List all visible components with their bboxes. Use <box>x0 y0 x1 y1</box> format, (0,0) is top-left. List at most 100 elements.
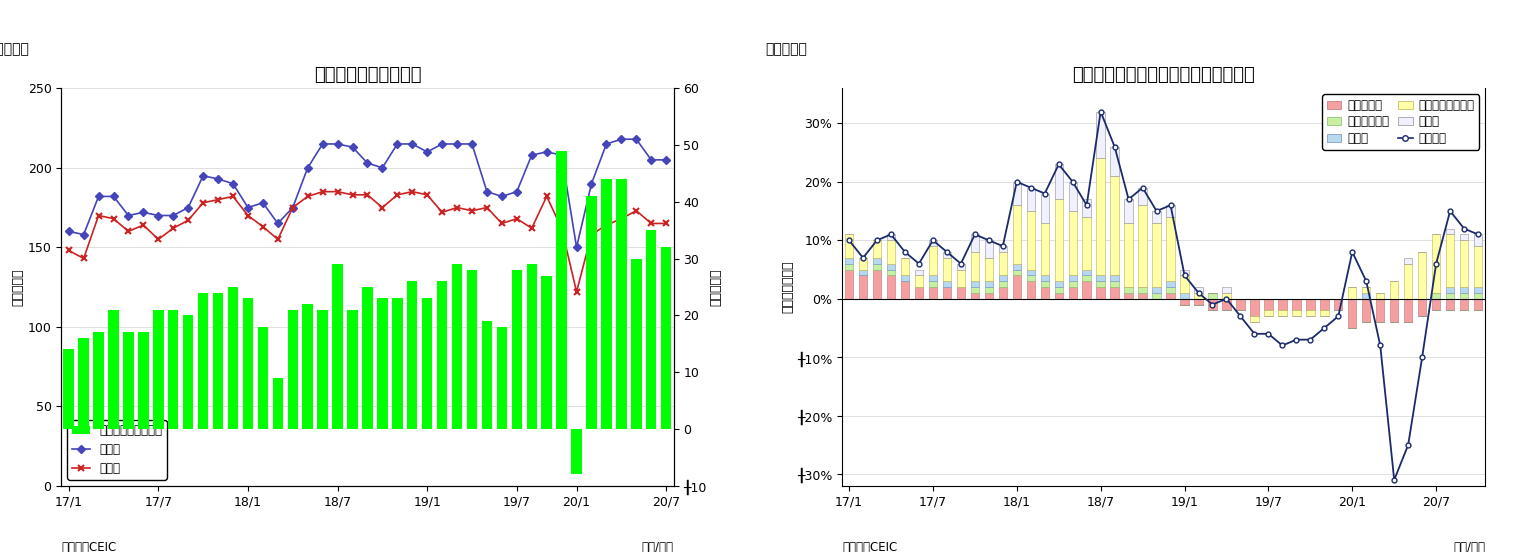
Bar <box>1292 310 1300 316</box>
輸出合計 <box>1119 196 1138 203</box>
Bar <box>1474 235 1482 246</box>
Bar <box>1096 158 1105 275</box>
Bar <box>1278 299 1286 310</box>
Bar <box>1194 299 1203 305</box>
Bar <box>900 258 909 275</box>
Bar <box>661 247 672 429</box>
Bar <box>984 287 994 293</box>
Bar <box>943 281 951 287</box>
Text: （年/月）: （年/月） <box>1453 542 1485 552</box>
輸出合計 <box>1190 290 1208 296</box>
輸出合計 <box>1329 313 1347 320</box>
輸出合計 <box>1162 202 1180 209</box>
輸出合計 <box>952 261 971 267</box>
Bar <box>511 270 522 429</box>
Y-axis label: （億ドル）: （億ドル） <box>12 268 24 306</box>
輸出合計 <box>1343 248 1361 255</box>
輸出合計 <box>854 254 873 261</box>
Bar <box>1418 299 1427 316</box>
Bar <box>1306 299 1315 310</box>
Bar <box>1082 199 1092 217</box>
Bar <box>1110 275 1119 281</box>
Bar <box>363 287 372 429</box>
Bar <box>467 270 478 429</box>
Bar <box>423 299 432 429</box>
Bar <box>1265 299 1272 310</box>
輸出合計 <box>1092 108 1110 115</box>
Bar <box>929 287 937 299</box>
輸出合計 <box>841 237 859 243</box>
Bar <box>1041 223 1049 275</box>
Bar <box>971 281 978 287</box>
Bar <box>1208 299 1217 310</box>
Bar <box>1461 299 1468 310</box>
Bar <box>1124 223 1133 287</box>
Bar <box>1012 269 1021 275</box>
Bar <box>1278 310 1286 316</box>
Bar <box>1363 299 1370 322</box>
Bar <box>859 269 867 275</box>
Bar <box>1431 293 1441 299</box>
輸出合計 <box>1133 184 1151 191</box>
Bar <box>900 275 909 281</box>
Bar <box>452 264 462 429</box>
Bar <box>1445 299 1454 310</box>
Bar <box>1139 287 1147 293</box>
Bar <box>971 235 978 252</box>
Bar <box>1027 281 1035 299</box>
Bar <box>1082 275 1092 281</box>
Bar <box>1167 287 1174 293</box>
Bar <box>273 378 283 429</box>
Bar <box>957 264 965 269</box>
Text: （資料）CEIC: （資料）CEIC <box>842 542 897 552</box>
輸出合計 <box>1231 313 1249 320</box>
Bar <box>1431 235 1441 293</box>
Bar <box>1110 281 1119 287</box>
Bar <box>1041 194 1049 223</box>
Bar <box>1180 299 1188 305</box>
Bar <box>886 264 896 269</box>
Bar <box>859 258 867 269</box>
Bar <box>377 299 387 429</box>
Bar <box>1055 199 1063 281</box>
Bar <box>496 327 507 429</box>
輸出合計 <box>882 231 900 238</box>
Bar <box>631 259 641 429</box>
輸出合計 <box>1245 331 1263 337</box>
Bar <box>1069 182 1076 211</box>
Bar <box>348 310 358 429</box>
Bar <box>1349 287 1356 299</box>
Legend: 貿易収支（右目盛）, 輸出額, 輸入額: 貿易収支（右目盛）, 輸出額, 輸入額 <box>67 420 167 480</box>
Bar <box>1082 269 1092 275</box>
Bar <box>1334 299 1343 310</box>
Bar <box>886 269 896 275</box>
Bar <box>556 151 566 429</box>
Text: （図表ｷ）: （図表ｷ） <box>0 43 29 56</box>
Bar <box>646 230 657 429</box>
輸出合計 <box>1035 190 1053 197</box>
Bar <box>929 281 937 287</box>
Bar <box>184 315 193 429</box>
Bar <box>1222 293 1231 299</box>
Bar <box>1180 269 1188 275</box>
Bar <box>998 287 1007 299</box>
Bar <box>228 287 239 429</box>
Bar <box>303 304 312 429</box>
Bar <box>1153 211 1160 223</box>
Bar <box>1474 293 1482 299</box>
Line: 輸出合計: 輸出合計 <box>847 109 1480 482</box>
Bar <box>943 252 951 258</box>
Bar <box>93 332 104 429</box>
Bar <box>1069 211 1076 275</box>
Bar <box>929 240 937 246</box>
Bar <box>943 287 951 299</box>
輸出合計 <box>966 231 984 238</box>
Bar <box>859 275 867 299</box>
Bar <box>1082 281 1092 299</box>
Bar <box>1124 199 1133 223</box>
輸出合計 <box>1274 342 1292 349</box>
Bar <box>78 338 89 429</box>
Bar <box>1363 293 1370 299</box>
Bar <box>1069 287 1076 299</box>
Bar <box>1069 275 1076 281</box>
